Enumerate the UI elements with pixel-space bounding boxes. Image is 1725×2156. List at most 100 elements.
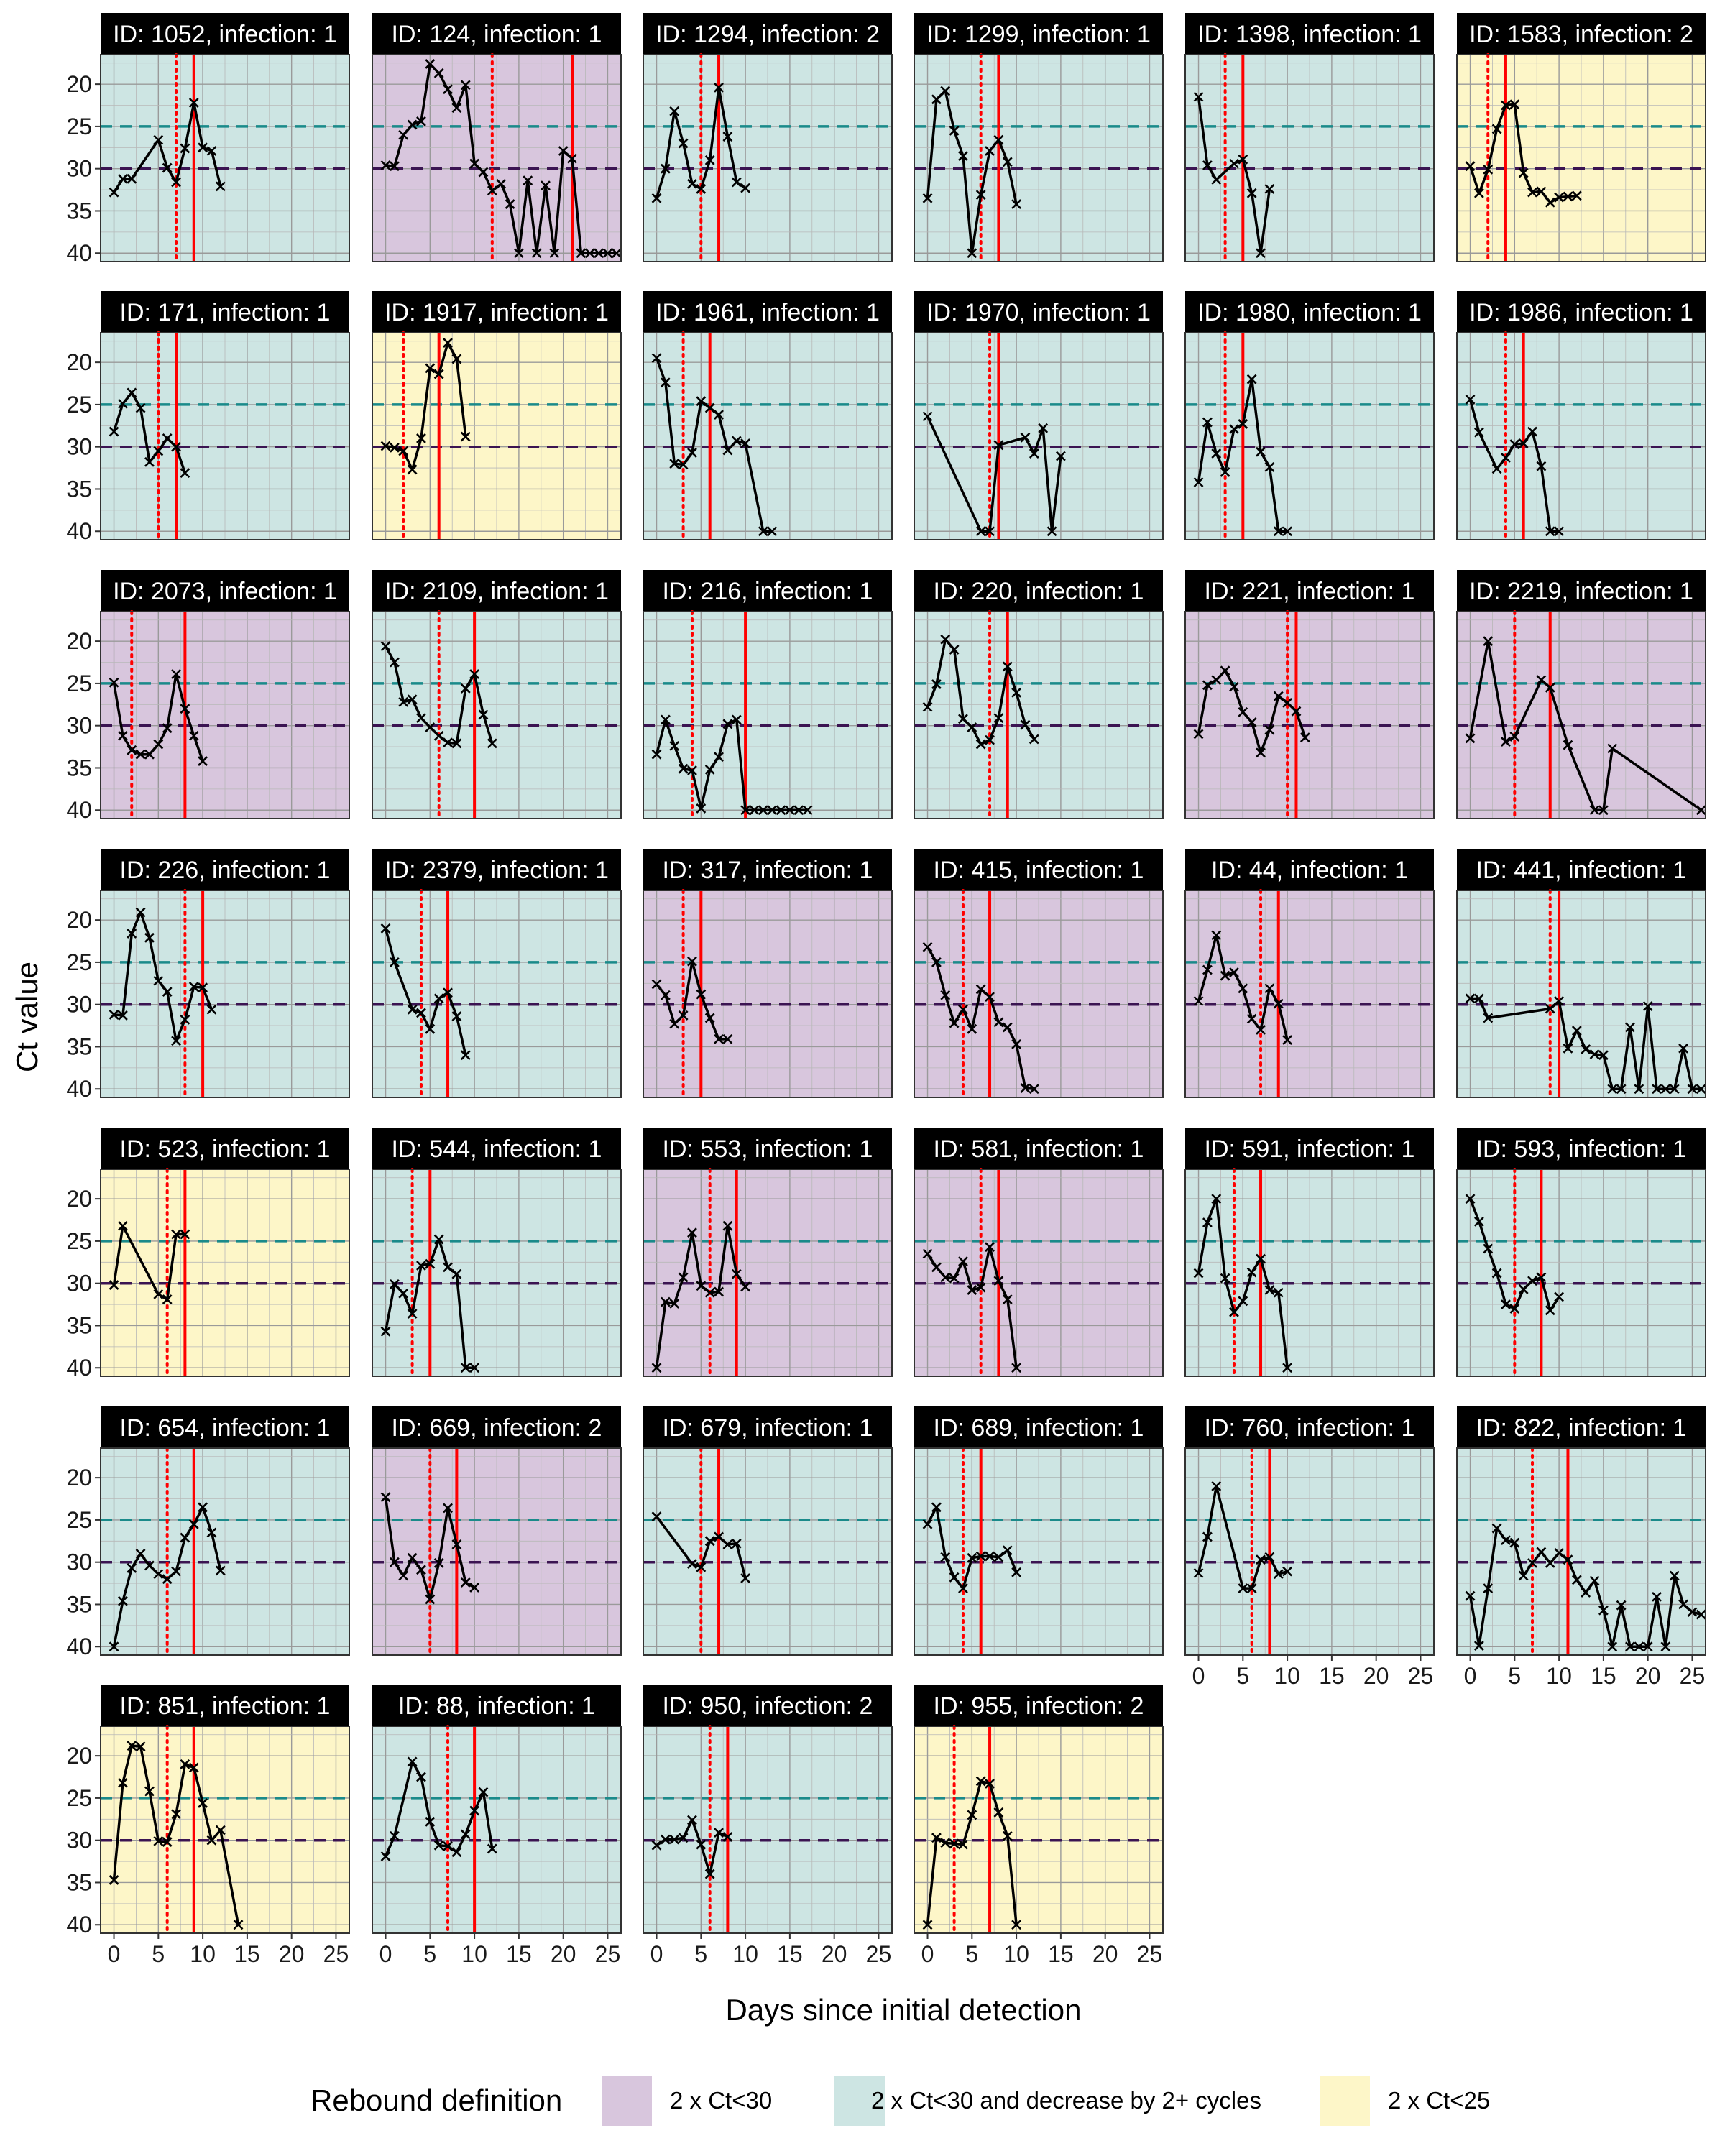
y-tick-label: 25 <box>66 1785 92 1811</box>
data-point <box>144 1560 155 1571</box>
data-point <box>985 1551 995 1562</box>
y-tick-label: 35 <box>66 1033 92 1059</box>
data-point <box>144 932 155 943</box>
data-point <box>1501 100 1511 111</box>
data-point <box>1616 1084 1627 1095</box>
data-point <box>1518 1284 1529 1294</box>
facet-strip-label: ID: 1961, infection: 1 <box>656 299 880 326</box>
data-point <box>1652 1084 1662 1095</box>
data-point <box>531 248 542 259</box>
data-point <box>162 1574 172 1585</box>
data-point <box>1202 1217 1213 1227</box>
data-point <box>722 1832 733 1842</box>
facet-strip <box>101 1406 349 1448</box>
data-point <box>433 1840 444 1851</box>
facet-panel: ID: 523, infection: 1 20 25 30 35 40 <box>66 1128 350 1381</box>
data-point <box>1002 1294 1013 1304</box>
data-point <box>660 714 671 725</box>
panel-border <box>100 1447 350 1656</box>
series-line <box>385 341 467 471</box>
data-point <box>967 1810 978 1820</box>
facet-strip-label: ID: 679, infection: 1 <box>663 1414 873 1442</box>
data-point <box>975 1282 986 1293</box>
data-point <box>704 1869 715 1879</box>
facet-panel: ID: 950, infection: 2 0 5 10 15 20 25 <box>643 1685 893 1967</box>
data-point <box>993 1276 1004 1286</box>
facet-strip <box>1457 849 1706 890</box>
facet-panel: ID: 124, infection: 1 <box>372 13 622 263</box>
data-point <box>1581 1588 1591 1598</box>
data-point <box>443 737 453 748</box>
data-point <box>940 86 951 96</box>
data-point <box>198 982 208 993</box>
data-point <box>425 1023 436 1034</box>
facet-strip-label: ID: 220, infection: 1 <box>934 578 1144 605</box>
data-point <box>1696 1084 1706 1095</box>
data-point <box>1501 737 1511 747</box>
data-point <box>1046 526 1057 537</box>
data-point <box>576 248 586 259</box>
data-point <box>1264 183 1275 194</box>
data-point <box>1465 993 1476 1004</box>
data-point <box>993 1807 1004 1818</box>
series-line <box>1468 399 1560 533</box>
data-point <box>1273 526 1284 537</box>
data-point <box>1589 1049 1600 1059</box>
data-point <box>398 446 409 456</box>
facet-panel: ID: 591, infection: 1 <box>1184 1128 1435 1378</box>
data-point <box>678 763 689 774</box>
data-point <box>407 1552 418 1563</box>
facet-strip-label: ID: 124, infection: 1 <box>392 21 602 48</box>
data-point <box>126 1563 137 1573</box>
data-point <box>215 181 226 192</box>
data-point <box>975 984 986 995</box>
panel-border <box>100 54 350 262</box>
panel-border <box>914 1726 1164 1934</box>
facet-strip <box>372 849 621 890</box>
data-point <box>1193 729 1204 740</box>
data-point <box>1229 158 1239 169</box>
grid-lines <box>643 1448 892 1655</box>
facet-panel: ID: 1970, infection: 1 <box>914 291 1164 541</box>
data-point <box>651 193 662 203</box>
data-point <box>922 701 933 712</box>
data-point <box>1642 1641 1653 1652</box>
facet-strip <box>643 1128 892 1169</box>
data-point <box>1483 164 1494 175</box>
facet-panel: ID: 544, infection: 1 <box>372 1128 622 1378</box>
facet-strip <box>643 13 892 55</box>
facet-panel: ID: 1299, infection: 1 <box>914 13 1164 263</box>
data-point <box>416 1008 426 1018</box>
facet-panel: ID: 2073, infection: 1 20 25 30 35 40 <box>66 570 350 823</box>
data-point <box>180 1229 190 1240</box>
panel-border <box>914 611 1164 819</box>
data-point <box>513 248 524 259</box>
facet-strip <box>1185 849 1434 890</box>
data-point <box>767 805 778 816</box>
data-point <box>1211 1480 1222 1491</box>
data-point <box>1202 417 1213 428</box>
facet-panel: ID: 553, infection: 1 <box>643 1128 893 1378</box>
data-point <box>985 146 995 156</box>
data-point <box>389 1830 400 1841</box>
data-point <box>135 402 146 413</box>
data-point <box>188 730 199 741</box>
y-tick-label: 35 <box>66 1869 92 1895</box>
data-point <box>949 1838 960 1849</box>
data-point <box>922 411 933 422</box>
data-point <box>687 765 697 775</box>
x-axis-title: Days since initial detection <box>726 1993 1082 2027</box>
facet-strip <box>1185 291 1434 333</box>
facet-strip-label: ID: 2073, infection: 1 <box>113 578 337 605</box>
facet-strip-label: ID: 822, infection: 1 <box>1476 1414 1687 1442</box>
data-point <box>1246 1267 1257 1278</box>
data-point <box>380 1492 391 1503</box>
data-point <box>1020 432 1031 443</box>
data-point <box>940 1838 951 1848</box>
data-point <box>985 526 995 537</box>
data-point <box>407 694 418 705</box>
data-point <box>1473 1216 1484 1227</box>
panel-border <box>372 890 622 1098</box>
facet-panel: ID: 760, infection: 1 0 5 10 15 20 25 <box>1184 1406 1435 1689</box>
